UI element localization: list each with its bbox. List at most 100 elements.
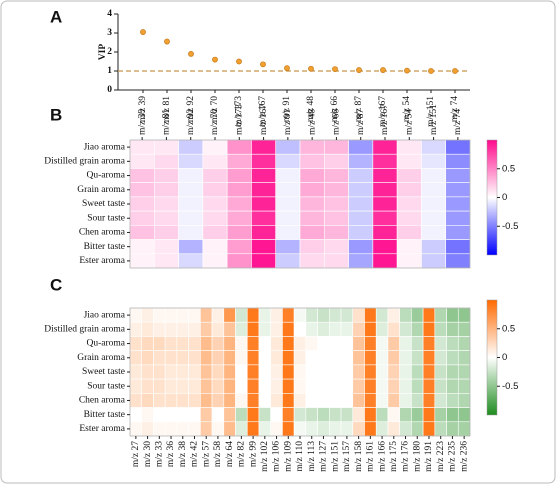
heat-cell	[348, 139, 374, 155]
col-label: m/z 64	[225, 441, 235, 467]
heat-cell	[293, 321, 307, 337]
heat-cell	[164, 307, 178, 323]
heat-cell	[372, 196, 398, 212]
heat-cell	[372, 225, 398, 240]
heat-cell	[141, 378, 154, 394]
col-label: m/z 48	[307, 109, 317, 135]
x-tick-label: m/z 66	[330, 96, 340, 122]
col-label: m/z 57	[201, 441, 211, 467]
colorbar-tick-label: 0.5	[502, 163, 515, 174]
heat-cell	[411, 336, 424, 351]
x-tick-label: m/z 167	[258, 96, 268, 127]
col-label: m/z 223	[436, 441, 446, 472]
col-label: m/z 74	[453, 109, 463, 135]
heat-cell	[153, 153, 179, 169]
heat-cell	[258, 407, 271, 423]
heat-cell	[246, 350, 260, 366]
colorbar	[486, 299, 498, 416]
col-label: m/z 36	[166, 441, 176, 467]
heat-cell	[258, 336, 271, 351]
heat-cell	[270, 364, 283, 380]
heat-cell	[282, 378, 295, 394]
col-label: m/z 27	[131, 441, 141, 467]
heat-cell	[352, 378, 365, 394]
heat-cell	[153, 393, 166, 408]
heat-cell	[299, 182, 325, 198]
heat-cell	[396, 182, 422, 198]
heat-cell	[445, 139, 471, 155]
heat-cell	[329, 364, 342, 380]
heat-cell	[235, 336, 248, 351]
heat-cell	[258, 393, 271, 408]
row-label: Bitter taste	[84, 242, 125, 252]
heat-cell	[153, 210, 179, 226]
vip-point	[332, 66, 338, 72]
heat-cell	[275, 168, 301, 183]
col-label: m/z 113	[307, 441, 317, 472]
heat-cell	[129, 210, 155, 226]
heat-cell	[434, 350, 447, 366]
heat-cell	[176, 336, 189, 351]
heat-cell	[200, 321, 213, 337]
heat-cell	[293, 407, 307, 423]
heat-cell	[176, 307, 189, 323]
x-tick-label: m/z 81	[162, 96, 172, 122]
col-label: m/z 191	[424, 441, 434, 472]
row-label: Ester aroma	[79, 424, 125, 434]
heat-cell	[457, 350, 471, 366]
heat-cell	[375, 336, 389, 351]
heat-cell	[246, 364, 260, 380]
heat-cell	[340, 393, 354, 408]
heat-cell	[129, 225, 155, 240]
heat-cell	[251, 196, 277, 212]
heat-cell	[188, 378, 201, 394]
heat-cell	[275, 196, 301, 212]
row-label: Distilled grain aroma	[44, 157, 126, 167]
heat-cell	[202, 239, 228, 255]
heat-cell	[387, 378, 400, 394]
heat-cell	[200, 364, 213, 380]
heat-cell	[282, 321, 295, 337]
panel-label: A	[50, 7, 62, 26]
heat-cell	[396, 225, 422, 240]
heat-cell	[434, 378, 447, 394]
heat-cell	[352, 421, 365, 437]
heat-cell	[246, 307, 260, 323]
heat-cell	[251, 239, 277, 255]
panel-label: C	[50, 275, 62, 294]
heat-cell	[178, 139, 204, 155]
heat-cell	[364, 321, 377, 337]
col-label: m/z 127	[319, 441, 329, 472]
heat-cell	[129, 139, 155, 155]
heat-cell	[411, 364, 424, 380]
col-label: m/z 58	[213, 441, 223, 467]
heat-cell	[164, 393, 178, 408]
heat-cell	[434, 307, 447, 323]
heat-cell	[411, 393, 424, 408]
heat-cell	[340, 407, 354, 423]
heat-cell	[164, 421, 178, 437]
row-label: Sour taste	[87, 213, 125, 223]
heat-cell	[178, 196, 204, 212]
heat-cell	[422, 307, 436, 323]
heat-cell	[129, 153, 155, 169]
heat-cell	[141, 364, 154, 380]
heat-cell	[305, 364, 318, 380]
heat-cell	[396, 139, 422, 155]
heat-cell	[164, 321, 178, 337]
heat-cell	[372, 153, 398, 169]
heat-cell	[178, 253, 204, 269]
col-label: m/z 81	[162, 109, 172, 135]
heat-cell	[129, 364, 143, 380]
heat-cell	[352, 393, 365, 408]
heat-cell	[399, 307, 412, 323]
heat-cell	[340, 321, 354, 337]
heat-cell	[387, 393, 400, 408]
vip-point	[284, 65, 290, 72]
heat-cell	[178, 153, 204, 169]
heat-cell	[282, 307, 295, 323]
heat-cell	[396, 196, 422, 212]
heat-cell	[446, 364, 459, 380]
heat-cell	[153, 239, 179, 255]
heat-cell	[153, 225, 179, 240]
